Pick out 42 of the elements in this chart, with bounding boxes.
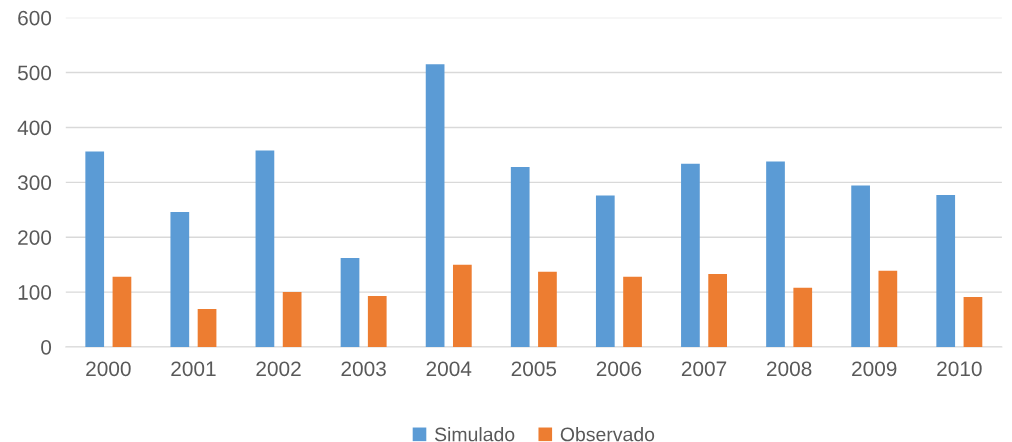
bar — [112, 276, 132, 347]
bar — [452, 264, 472, 347]
bar — [878, 270, 898, 347]
x-tick-label: 2009 — [852, 361, 897, 377]
y-tick-label: 400 — [17, 120, 52, 136]
bar — [197, 309, 217, 347]
legend-label: Observado — [560, 427, 655, 442]
bar — [425, 64, 445, 347]
bar — [170, 211, 190, 347]
x-tick-label: 2004 — [426, 361, 472, 377]
x-tick-label: 2010 — [937, 361, 982, 377]
x-tick-label: 2007 — [681, 361, 727, 377]
y-tick-label: 600 — [18, 10, 52, 26]
x-tick-label: 2005 — [511, 361, 557, 377]
bar — [538, 271, 557, 347]
legend-label: Simulado — [434, 427, 515, 442]
x-tick-label: 2006 — [596, 361, 642, 377]
x-tick-label: 2002 — [256, 361, 301, 377]
bar — [936, 194, 956, 347]
bar — [793, 287, 813, 347]
y-tick-label: 500 — [17, 65, 52, 81]
x-tick-label: 2008 — [767, 361, 812, 377]
bar — [367, 295, 387, 347]
bar — [510, 166, 530, 347]
x-tick-label: 2003 — [341, 361, 386, 377]
bar — [282, 292, 302, 347]
y-tick-label: 100 — [18, 285, 52, 300]
x-tick-label: 2000 — [86, 361, 131, 377]
x-tick-label: 2001 — [171, 361, 216, 377]
y-tick-label: 200 — [18, 230, 52, 245]
bar — [963, 297, 983, 347]
y-tick-label: 300 — [17, 175, 52, 191]
bar — [851, 185, 870, 347]
bar — [85, 151, 105, 347]
bar — [681, 163, 700, 347]
bar — [340, 258, 360, 347]
bar — [766, 161, 785, 347]
y-tick-label: 0 — [41, 339, 52, 355]
bar — [595, 195, 615, 347]
bar — [708, 273, 728, 347]
bar — [623, 276, 642, 347]
bar — [255, 150, 275, 347]
